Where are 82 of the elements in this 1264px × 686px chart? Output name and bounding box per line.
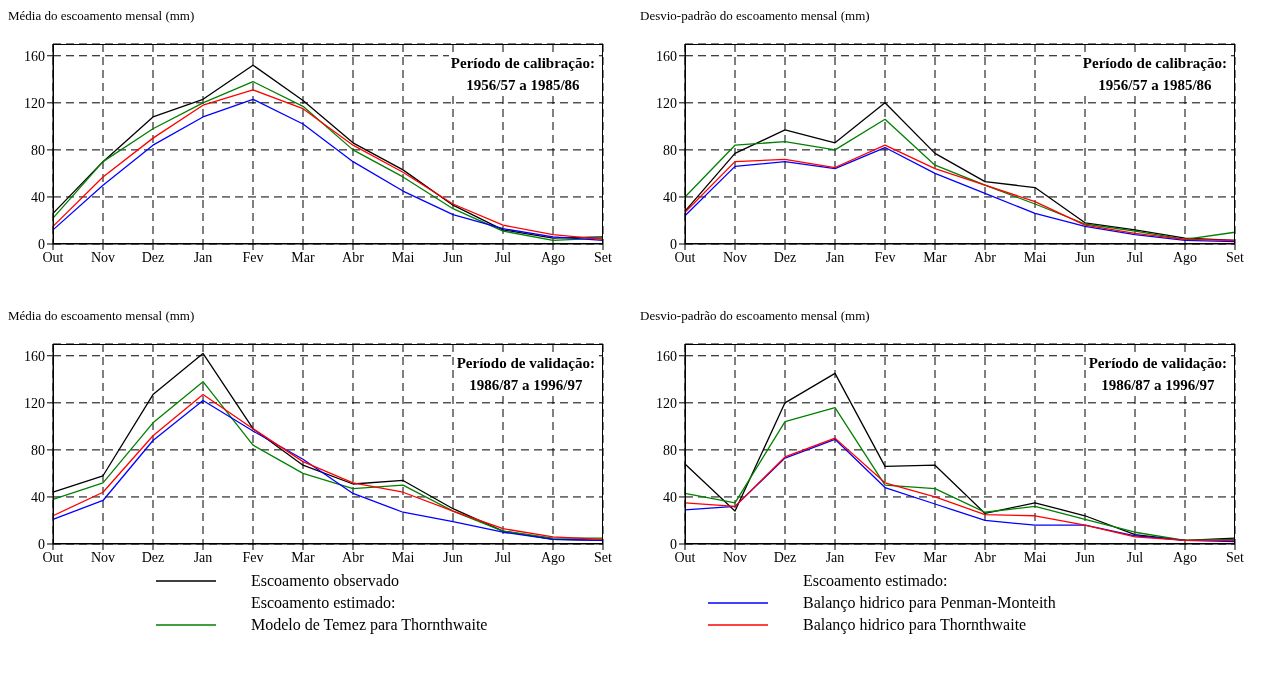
x-tick-label: Set bbox=[1226, 249, 1245, 265]
legend-label: Balanço hidrico para Penman-Monteith bbox=[803, 594, 1056, 612]
y-tick-label: 120 bbox=[24, 95, 45, 111]
x-tick-label: Jun bbox=[1075, 549, 1095, 565]
chart-title: Média do escoamento mensal (mm) bbox=[8, 8, 195, 24]
x-tick-label: Jan bbox=[193, 549, 213, 565]
y-tick-label: 40 bbox=[663, 489, 677, 505]
x-tick-label: Ago bbox=[1172, 249, 1198, 265]
annotation: Período de calibração: 1956/57 a 1985/86 bbox=[1082, 52, 1227, 96]
x-tick-label: Jan bbox=[825, 549, 845, 565]
x-tick-label: Mar bbox=[291, 249, 315, 265]
x-tick-label: Set bbox=[1226, 549, 1245, 565]
x-tick-label: Abr bbox=[974, 549, 997, 565]
x-tick-label: Ago bbox=[540, 249, 566, 265]
x-tick-label: Mai bbox=[1023, 249, 1047, 265]
x-tick-label: Nov bbox=[722, 549, 748, 565]
x-tick-label: Fev bbox=[874, 549, 896, 565]
x-tick-label: Set bbox=[594, 549, 613, 565]
x-tick-label: Jul bbox=[494, 549, 512, 565]
legend-label: Balanço hidrico para Thornthwaite bbox=[803, 616, 1027, 634]
x-tick-label: Mai bbox=[391, 549, 415, 565]
x-tick-label: Mar bbox=[923, 549, 947, 565]
chart-title: Média do escoamento mensal (mm) bbox=[8, 308, 195, 324]
x-tick-label: Jul bbox=[494, 249, 512, 265]
y-tick-label: 0 bbox=[38, 236, 45, 252]
y-tick-label: 120 bbox=[24, 395, 45, 411]
x-tick-label: Jan bbox=[825, 249, 845, 265]
x-tick-label: Jul bbox=[1126, 549, 1144, 565]
annotation: Período de calibração: 1956/57 a 1985/86 bbox=[450, 52, 595, 96]
x-tick-label: Fev bbox=[242, 249, 264, 265]
x-tick-label: Out bbox=[674, 549, 696, 565]
x-tick-label: Nov bbox=[90, 549, 116, 565]
x-tick-label: Fev bbox=[242, 549, 264, 565]
x-tick-label: Jun bbox=[443, 549, 463, 565]
x-tick-label: Fev bbox=[874, 249, 896, 265]
y-tick-label: 120 bbox=[656, 395, 677, 411]
y-tick-label: 80 bbox=[31, 142, 45, 158]
y-tick-label: 0 bbox=[38, 536, 45, 552]
x-tick-label: Jul bbox=[1126, 249, 1144, 265]
y-tick-label: 160 bbox=[656, 48, 677, 64]
x-tick-label: Mar bbox=[291, 549, 315, 565]
x-tick-label: Nov bbox=[722, 249, 748, 265]
y-tick-label: 80 bbox=[31, 442, 45, 458]
x-tick-label: Mai bbox=[1023, 549, 1047, 565]
y-tick-label: 40 bbox=[31, 189, 45, 205]
legend-label: Escoamento observado bbox=[251, 572, 399, 590]
y-tick-label: 40 bbox=[663, 189, 677, 205]
annotation: Período de validação: 1986/87 a 1996/97 bbox=[1088, 352, 1227, 396]
y-tick-label: 0 bbox=[670, 536, 677, 552]
x-tick-label: Mai bbox=[391, 249, 415, 265]
x-tick-label: Set bbox=[594, 249, 613, 265]
legend-title: Escoamento estimado: bbox=[250, 593, 397, 613]
x-tick-label: Abr bbox=[342, 249, 365, 265]
x-tick-label: Dez bbox=[141, 249, 165, 265]
x-tick-label: Ago bbox=[1172, 549, 1198, 565]
y-tick-label: 160 bbox=[656, 348, 677, 364]
x-tick-label: Mar bbox=[923, 249, 947, 265]
x-tick-label: Nov bbox=[90, 249, 116, 265]
y-tick-label: 40 bbox=[31, 489, 45, 505]
y-tick-label: 80 bbox=[663, 442, 677, 458]
y-tick-label: 80 bbox=[663, 142, 677, 158]
x-tick-label: Abr bbox=[342, 549, 365, 565]
x-tick-label: Abr bbox=[974, 249, 997, 265]
chart-title: Desvio-padrão do escoamento mensal (mm) bbox=[640, 308, 870, 324]
annotation: Período de validação: 1986/87 a 1996/97 bbox=[456, 352, 595, 396]
x-tick-label: Ago bbox=[540, 549, 566, 565]
y-tick-label: 0 bbox=[670, 236, 677, 252]
x-tick-label: Out bbox=[674, 249, 696, 265]
y-tick-label: 120 bbox=[656, 95, 677, 111]
y-tick-label: 160 bbox=[24, 48, 45, 64]
y-tick-label: 160 bbox=[24, 348, 45, 364]
legend-label: Modelo de Temez para Thornthwaite bbox=[251, 616, 488, 634]
x-tick-label: Dez bbox=[141, 549, 165, 565]
text: Escoamento estimado: bbox=[803, 572, 948, 589]
x-tick-label: Jun bbox=[443, 249, 463, 265]
chart-title: Desvio-padrão do escoamento mensal (mm) bbox=[640, 8, 870, 24]
x-tick-label: Out bbox=[42, 549, 64, 565]
x-tick-label: Jan bbox=[193, 249, 213, 265]
x-tick-label: Dez bbox=[773, 249, 797, 265]
x-tick-label: Out bbox=[42, 249, 64, 265]
x-tick-label: Dez bbox=[773, 549, 797, 565]
x-tick-label: Jun bbox=[1075, 249, 1095, 265]
